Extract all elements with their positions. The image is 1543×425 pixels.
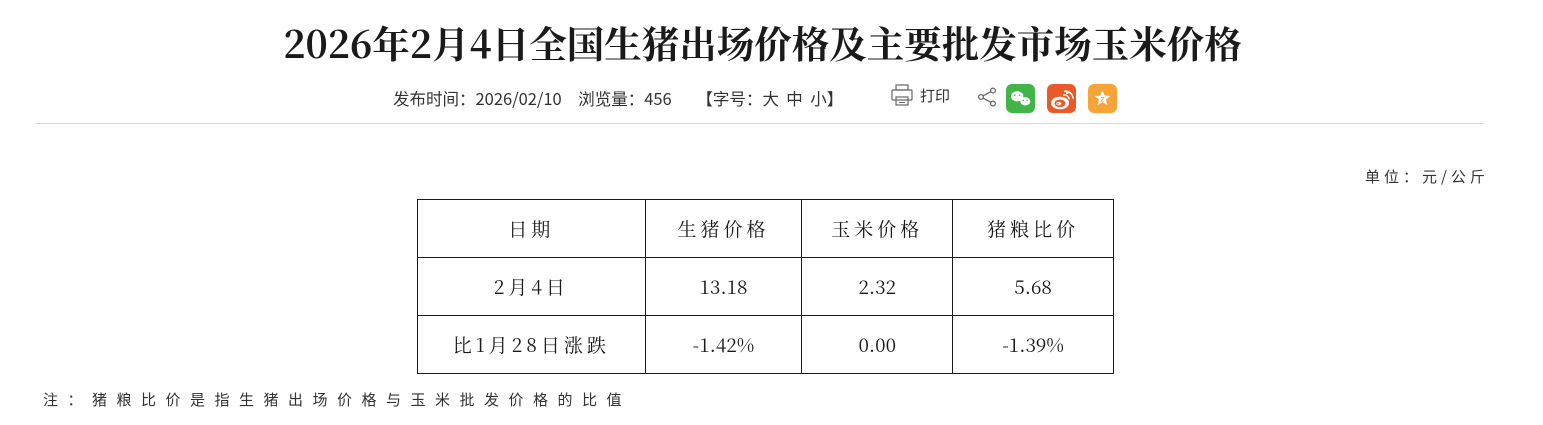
svg-text:Z: Z [1101,96,1105,103]
